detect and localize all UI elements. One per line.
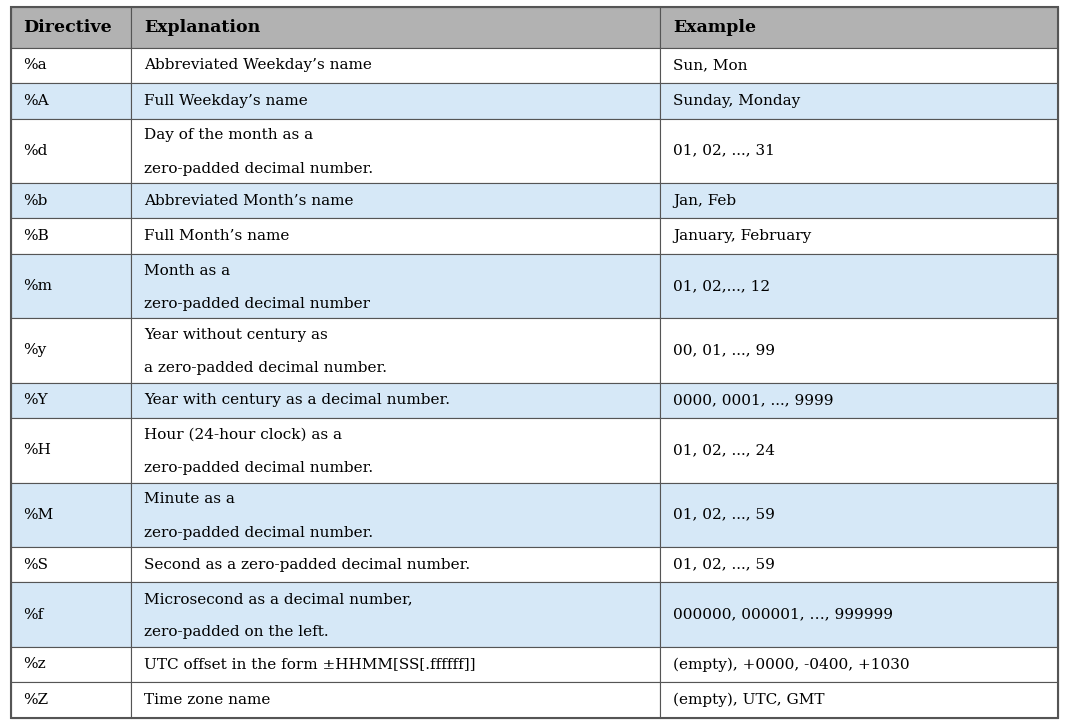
Bar: [661, 647, 1058, 682]
Text: 01, 02, ..., 24: 01, 02, ..., 24: [673, 444, 775, 457]
Text: %m: %m: [24, 279, 52, 293]
Text: Second as a zero-padded decimal number.: Second as a zero-padded decimal number.: [144, 558, 470, 571]
Bar: [661, 318, 1058, 383]
Text: %M: %M: [24, 507, 53, 522]
Bar: [11, 218, 131, 254]
Bar: [661, 547, 1058, 582]
Bar: [661, 254, 1058, 318]
Bar: [11, 418, 131, 483]
Text: %b: %b: [24, 194, 48, 208]
Bar: [131, 183, 661, 218]
Text: Microsecond as a decimal number,: Microsecond as a decimal number,: [144, 592, 413, 606]
Bar: [11, 83, 131, 119]
Text: zero-padded decimal number: zero-padded decimal number: [144, 297, 370, 311]
Text: zero-padded decimal number.: zero-padded decimal number.: [144, 162, 373, 175]
Bar: [11, 582, 131, 647]
Bar: [661, 218, 1058, 254]
Bar: [661, 383, 1058, 418]
Text: 01, 02, ..., 59: 01, 02, ..., 59: [673, 558, 775, 571]
Text: a zero-padded decimal number.: a zero-padded decimal number.: [144, 362, 387, 376]
Bar: [661, 582, 1058, 647]
Bar: [11, 183, 131, 218]
Bar: [131, 383, 661, 418]
Text: Hour (24-hour clock) as a: Hour (24-hour clock) as a: [144, 428, 342, 442]
Text: Explanation: Explanation: [144, 19, 260, 36]
Bar: [11, 7, 131, 48]
Text: %B: %B: [24, 229, 49, 244]
Text: %a: %a: [24, 58, 47, 72]
Bar: [11, 119, 131, 183]
Bar: [131, 7, 661, 48]
Text: Sun, Mon: Sun, Mon: [673, 58, 747, 72]
Text: %z: %z: [24, 658, 46, 671]
Bar: [661, 183, 1058, 218]
Text: Year with century as a decimal number.: Year with century as a decimal number.: [144, 394, 450, 407]
Bar: [661, 483, 1058, 547]
Bar: [131, 582, 661, 647]
Bar: [661, 48, 1058, 83]
Text: Sunday, Monday: Sunday, Monday: [673, 94, 801, 108]
Bar: [11, 318, 131, 383]
Text: %H: %H: [24, 444, 51, 457]
Text: Jan, Feb: Jan, Feb: [673, 194, 737, 208]
Text: Full Weekday’s name: Full Weekday’s name: [144, 94, 308, 108]
Text: zero-padded on the left.: zero-padded on the left.: [144, 626, 328, 639]
Text: Full Month’s name: Full Month’s name: [144, 229, 290, 244]
Bar: [131, 218, 661, 254]
Bar: [11, 48, 131, 83]
Bar: [131, 254, 661, 318]
Text: UTC offset in the form ±HHMM[SS[.ffffff]]: UTC offset in the form ±HHMM[SS[.ffffff]…: [144, 658, 476, 671]
Bar: [131, 318, 661, 383]
Bar: [661, 682, 1058, 718]
Text: zero-padded decimal number.: zero-padded decimal number.: [144, 461, 373, 476]
Text: Time zone name: Time zone name: [144, 693, 270, 707]
Bar: [131, 418, 661, 483]
Bar: [131, 547, 661, 582]
Text: 01, 02, ..., 59: 01, 02, ..., 59: [673, 507, 775, 522]
Bar: [11, 682, 131, 718]
Text: January, February: January, February: [673, 229, 811, 244]
Text: Month as a: Month as a: [144, 264, 230, 278]
Text: 0000, 0001, ..., 9999: 0000, 0001, ..., 9999: [673, 394, 834, 407]
Text: Example: Example: [673, 19, 756, 36]
Bar: [661, 418, 1058, 483]
Text: %y: %y: [24, 344, 47, 357]
Text: Directive: Directive: [24, 19, 112, 36]
Text: Abbreviated Month’s name: Abbreviated Month’s name: [144, 194, 354, 208]
Bar: [131, 682, 661, 718]
Text: %d: %d: [24, 144, 48, 158]
Text: 000000, 000001, …, 999999: 000000, 000001, …, 999999: [673, 608, 893, 621]
Text: (empty), +0000, -0400, +1030: (empty), +0000, -0400, +1030: [673, 658, 910, 671]
Text: 01, 02, ..., 31: 01, 02, ..., 31: [673, 144, 775, 158]
Text: %Y: %Y: [24, 394, 48, 407]
Text: %A: %A: [24, 94, 49, 108]
Bar: [131, 647, 661, 682]
Text: zero-padded decimal number.: zero-padded decimal number.: [144, 526, 373, 539]
Bar: [11, 647, 131, 682]
Bar: [661, 7, 1058, 48]
Bar: [11, 483, 131, 547]
Bar: [661, 119, 1058, 183]
Text: 01, 02,..., 12: 01, 02,..., 12: [673, 279, 770, 293]
Text: Abbreviated Weekday’s name: Abbreviated Weekday’s name: [144, 58, 372, 72]
Text: %S: %S: [24, 558, 48, 571]
Bar: [131, 48, 661, 83]
Text: Minute as a: Minute as a: [144, 492, 235, 506]
Text: (empty), UTC, GMT: (empty), UTC, GMT: [673, 693, 824, 707]
Bar: [131, 83, 661, 119]
Bar: [11, 547, 131, 582]
Bar: [131, 483, 661, 547]
Text: %Z: %Z: [24, 693, 49, 707]
Text: %f: %f: [24, 608, 44, 621]
Text: 00, 01, ..., 99: 00, 01, ..., 99: [673, 344, 775, 357]
Bar: [661, 83, 1058, 119]
Text: Year without century as: Year without century as: [144, 328, 328, 342]
Bar: [131, 119, 661, 183]
Text: Day of the month as a: Day of the month as a: [144, 128, 313, 142]
Bar: [11, 254, 131, 318]
Bar: [11, 383, 131, 418]
